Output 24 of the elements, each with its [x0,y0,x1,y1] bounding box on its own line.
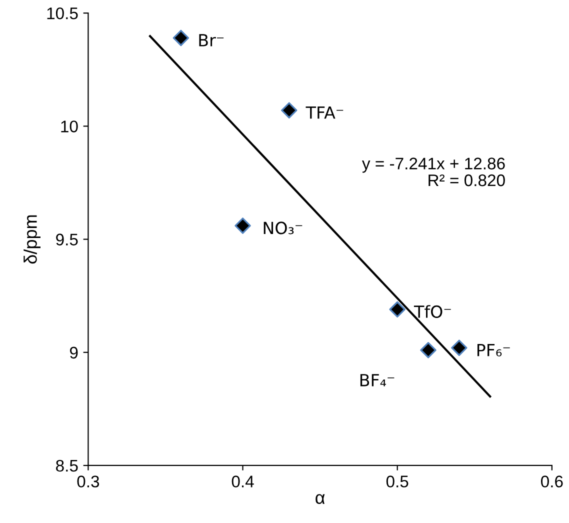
annotation: PF₆⁻ [477,344,510,356]
annotation: TFA⁻ [306,106,344,119]
point [172,30,190,46]
y-axis-title: δ/ppm [24,215,40,264]
x-axis-title: α [316,494,325,504]
point [451,340,468,356]
annotation: TfO⁻ [414,305,451,318]
annotation: y = -7.241x + 12.86 R² = 0.820 [362,158,505,186]
point [234,218,251,234]
y-tick-label: 8.5 [56,460,78,472]
y-tick-label: 9.5 [56,234,78,246]
x-tick-label: 0.5 [386,476,408,488]
x-tick-label: 0.3 [77,476,100,488]
y-tick-label: 9 [70,346,78,359]
point [389,301,406,318]
y-tick-label: 10 [61,120,78,132]
x-tick-label: 0.4 [232,476,254,488]
annotation: NO₃⁻ [264,222,302,234]
y-tick-label: 10.5 [47,7,78,20]
annotation: Br⁻ [199,34,224,46]
point [420,342,436,358]
point [281,102,298,118]
x-tick-label: 0.6 [541,476,563,488]
annotation: BF₄⁻ [360,374,394,386]
